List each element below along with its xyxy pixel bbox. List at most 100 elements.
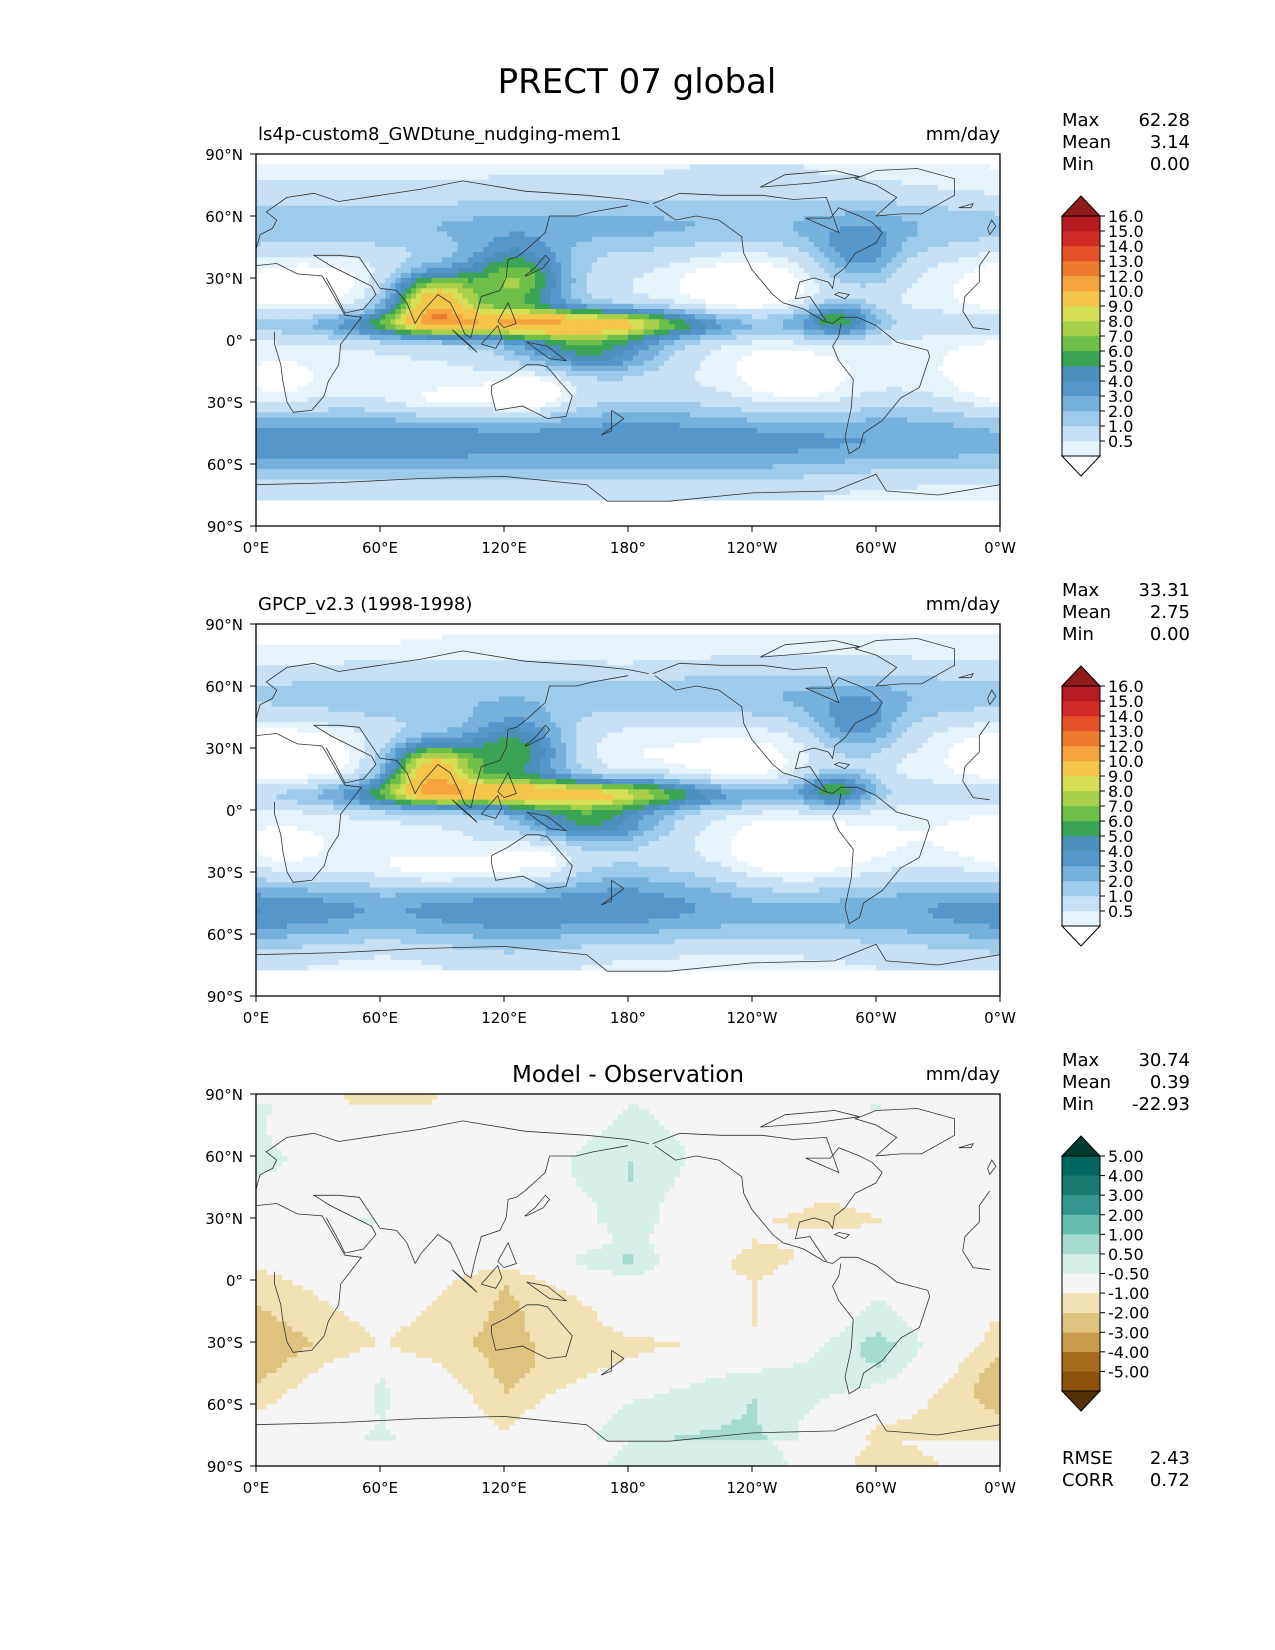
field-cell — [431, 340, 438, 346]
field-cell — [969, 221, 975, 227]
field-cell — [338, 210, 345, 217]
field-cell — [876, 278, 882, 284]
field-cell — [684, 247, 691, 253]
field-cell — [452, 226, 458, 232]
field-cell — [829, 262, 835, 268]
field-cell — [395, 257, 401, 263]
field-cell — [974, 200, 980, 206]
field-cell — [540, 293, 546, 299]
field-cell — [338, 345, 345, 351]
field-cell — [648, 303, 655, 310]
field-cell — [948, 174, 954, 181]
field-cell — [498, 345, 505, 351]
field-cell — [586, 236, 593, 243]
field-cell — [886, 252, 892, 258]
field-cell — [984, 221, 990, 227]
field-cell — [349, 241, 355, 248]
field-cell — [808, 288, 815, 294]
field-cell — [385, 272, 391, 279]
field-cell — [421, 210, 427, 217]
field-cell — [416, 179, 422, 186]
field-cell — [969, 179, 975, 186]
field-cell — [705, 252, 711, 258]
field-cell — [886, 329, 892, 336]
field-cell — [963, 241, 970, 248]
field-cell — [710, 169, 717, 175]
field-cell — [824, 221, 830, 227]
field-cell — [638, 334, 644, 341]
field-cell — [927, 231, 934, 237]
field-cell — [323, 303, 329, 310]
field-cell — [261, 210, 267, 217]
field-cell — [860, 226, 866, 232]
field-cell — [659, 247, 665, 253]
field-cell — [963, 340, 970, 346]
field-cell — [302, 303, 308, 310]
field-cell — [452, 298, 458, 305]
field-cell — [540, 195, 546, 201]
field-cell — [974, 324, 980, 330]
field-cell — [643, 314, 649, 320]
field-cell — [736, 314, 742, 320]
field-cell — [307, 205, 314, 212]
field-cell — [850, 350, 856, 356]
field-cell — [829, 324, 835, 330]
field-cell — [798, 185, 804, 191]
field-cell — [752, 164, 758, 170]
field-cell — [684, 195, 691, 201]
field-cell — [349, 355, 355, 361]
field-cell — [757, 236, 763, 243]
field-cell — [938, 350, 944, 356]
field-cell — [772, 247, 779, 253]
field-cell — [963, 303, 970, 310]
field-cell — [969, 190, 975, 196]
field-cell — [467, 272, 474, 279]
field-cell — [312, 169, 319, 175]
field-cell — [524, 210, 531, 217]
field-cell — [442, 267, 448, 274]
field-cell — [276, 169, 283, 175]
field-cell — [674, 210, 680, 217]
field-cell — [312, 216, 319, 222]
field-cell — [721, 303, 727, 310]
field-cell — [550, 216, 556, 222]
field-cell — [989, 257, 996, 263]
field-cell — [287, 241, 293, 248]
field-cell — [638, 272, 644, 279]
field-cell — [659, 241, 665, 248]
field-cell — [777, 226, 784, 232]
field-cell — [529, 169, 536, 175]
field-cell — [932, 247, 939, 253]
field-cell — [653, 329, 660, 336]
field-cell — [684, 257, 691, 263]
field-cell — [529, 293, 536, 299]
field-cell — [483, 210, 489, 217]
field-cell — [617, 252, 624, 258]
field-cell — [560, 340, 567, 346]
field-cell — [814, 329, 820, 336]
field-cell — [261, 174, 267, 181]
field-cell — [281, 345, 288, 351]
field-cell — [333, 262, 339, 268]
field-cell — [659, 210, 665, 217]
field-cell — [896, 262, 903, 268]
field-cell — [628, 283, 634, 289]
field-cell — [307, 314, 314, 320]
field-cell — [705, 236, 711, 243]
field-cell — [591, 314, 598, 320]
field-cell — [881, 314, 887, 320]
field-cell — [907, 334, 913, 341]
field-cell — [498, 210, 505, 217]
field-cell — [343, 340, 350, 346]
field-cell — [261, 329, 267, 336]
field-cell — [504, 309, 510, 315]
field-cell — [979, 216, 985, 222]
field-cell — [669, 205, 675, 212]
field-cell — [359, 252, 365, 258]
field-cell — [586, 319, 593, 325]
field-cell — [907, 190, 913, 196]
field-cell — [545, 210, 551, 217]
field-cell — [994, 205, 1000, 212]
field-cell — [271, 221, 277, 227]
field-cell — [478, 241, 484, 248]
